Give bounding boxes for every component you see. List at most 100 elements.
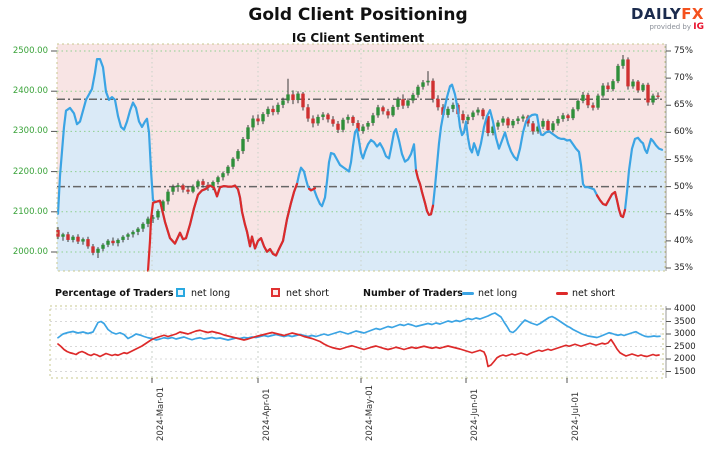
candle-body: [251, 118, 255, 128]
candle-body: [266, 108, 270, 115]
candle-body: [436, 98, 440, 108]
bottom-plot-frame: [49, 305, 664, 379]
candle-body: [601, 85, 605, 96]
candle-body: [261, 114, 265, 122]
candle-body: [406, 100, 410, 106]
candle-body: [311, 118, 315, 124]
candle-body: [196, 181, 200, 187]
candle-body: [546, 120, 550, 131]
candle-body: [506, 118, 510, 126]
candle-body: [331, 119, 335, 124]
candle-body: [571, 109, 575, 119]
candle-body: [326, 114, 330, 120]
candle-body: [76, 236, 80, 242]
candle-body: [131, 231, 135, 235]
candle-body: [581, 94, 585, 101]
candle-body: [201, 181, 205, 185]
candle-body: [156, 210, 160, 218]
candle-body: [586, 94, 590, 106]
candle-body: [161, 201, 165, 211]
candle-body: [121, 236, 125, 240]
candle-body: [651, 95, 655, 103]
candle-body: [106, 240, 110, 245]
candle-body: [611, 81, 615, 90]
candle-body: [466, 116, 470, 121]
candle-body: [371, 115, 375, 123]
candle-body: [356, 122, 360, 131]
candle-body: [191, 186, 195, 192]
candle-body: [391, 106, 395, 116]
candle-body: [71, 236, 75, 240]
candle-body: [396, 99, 400, 107]
candle-body: [151, 217, 155, 219]
candle-body: [386, 111, 390, 116]
candle-body: [641, 84, 645, 91]
candle-body: [61, 234, 65, 237]
candle-body: [221, 173, 225, 178]
candle-body: [226, 166, 230, 174]
net-short-pct-line: [307, 187, 317, 192]
candle-body: [536, 126, 540, 132]
candle-body: [321, 114, 325, 117]
candle-body: [101, 244, 105, 249]
candle-body: [316, 116, 320, 124]
candle-body: [486, 116, 490, 134]
candle-body: [56, 229, 60, 237]
candle-body: [291, 94, 295, 101]
candle-body: [86, 239, 90, 247]
candle-body: [176, 185, 180, 187]
candle-body: [461, 114, 465, 121]
candle-body: [631, 81, 635, 87]
candle-body: [496, 122, 500, 127]
candle-body: [541, 120, 545, 127]
candle-body: [361, 126, 365, 131]
candle-body: [301, 93, 305, 108]
candle-body: [276, 104, 280, 113]
candle-body: [606, 85, 610, 90]
candle-body: [286, 94, 290, 101]
candle-body: [211, 182, 215, 188]
candle-body: [181, 185, 185, 190]
candle-body: [186, 189, 190, 192]
candle-body: [91, 246, 95, 253]
candle-body: [561, 115, 565, 119]
candle-body: [551, 123, 555, 131]
candle-body: [416, 86, 420, 95]
candle-body: [451, 104, 455, 109]
candle-body: [231, 158, 235, 167]
candle-body: [81, 239, 85, 242]
candle-body: [351, 116, 355, 123]
candle-body: [281, 100, 285, 105]
candle-body: [511, 120, 515, 126]
candle-body: [381, 107, 385, 112]
candle-body: [411, 94, 415, 101]
shade-below-net-long: [57, 59, 665, 272]
candle-body: [636, 81, 640, 91]
candle-body: [626, 59, 630, 87]
candle-body: [111, 240, 115, 244]
net-long-count-line: [57, 312, 661, 341]
candle-body: [446, 108, 450, 115]
candle-body: [146, 218, 150, 224]
candle-body: [421, 82, 425, 87]
candle-body: [431, 80, 435, 99]
candle-body: [126, 234, 130, 237]
candle-body: [166, 191, 170, 202]
candle-body: [426, 80, 430, 83]
candle-body: [336, 123, 340, 130]
candle-body: [556, 118, 560, 124]
candle-body: [476, 109, 480, 113]
candle-body: [306, 107, 310, 119]
net-short-count-line: [57, 329, 660, 368]
candle-body: [271, 108, 275, 113]
main-plot-frame: [56, 43, 666, 272]
candle-body: [656, 95, 660, 97]
net-short-pct-line: [595, 190, 627, 219]
candle-body: [531, 123, 535, 132]
candle-body: [96, 248, 100, 253]
candle-body: [171, 186, 175, 192]
candle-body: [481, 109, 485, 117]
candle-body: [516, 118, 520, 121]
